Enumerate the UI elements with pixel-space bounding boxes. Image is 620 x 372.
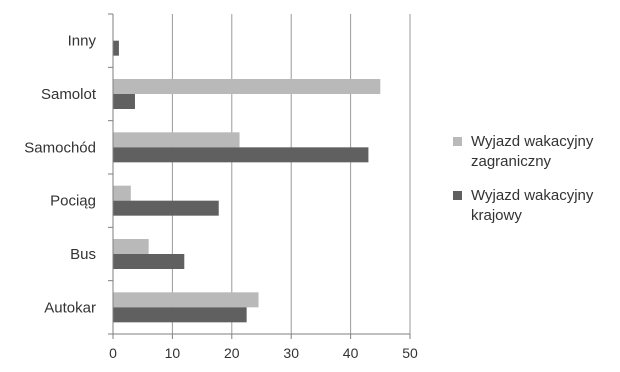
legend-swatch-domestic <box>453 191 462 200</box>
category-label: Inny <box>68 33 97 50</box>
legend-item-abroad: Wyjazd wakacyjny zagraniczny <box>453 132 620 172</box>
bar-domestic-1 <box>113 254 185 269</box>
bar-domestic-0 <box>113 307 247 323</box>
category-label: Samolot <box>41 86 97 103</box>
category-label: Bus <box>70 246 96 263</box>
category-label: Pociąg <box>50 193 96 210</box>
x-tick-label: 0 <box>109 345 117 361</box>
legend-label-abroad: Wyjazd wakacyjny zagraniczny <box>471 133 594 170</box>
category-label: Autokar <box>44 299 96 316</box>
x-tick-label: 20 <box>224 345 240 361</box>
axes <box>108 13 411 339</box>
x-tick-label: 30 <box>283 345 299 361</box>
legend: Wyjazd wakacyjny zagraniczny Wyjazd waka… <box>453 132 620 240</box>
bar-abroad-3 <box>113 132 240 148</box>
bar-abroad-1 <box>113 239 149 254</box>
legend-swatch-abroad <box>453 137 462 146</box>
bar-abroad-0 <box>113 292 259 308</box>
bar-domestic-5 <box>113 40 119 56</box>
x-tick-label: 10 <box>165 345 181 361</box>
bar-domestic-2 <box>113 200 219 216</box>
bar-domestic-4 <box>113 94 135 109</box>
gridlines <box>171 14 411 334</box>
x-tick-label: 50 <box>402 345 418 361</box>
bar-abroad-2 <box>113 185 131 201</box>
bar-abroad-4 <box>113 79 381 94</box>
legend-label-domestic: Wyjazd wakacyjny krajowy <box>471 187 594 224</box>
category-label: Samochód <box>24 139 96 156</box>
bar-domestic-3 <box>113 147 369 163</box>
x-tick-label: 40 <box>343 345 359 361</box>
legend-item-domestic: Wyjazd wakacyjny krajowy <box>453 186 620 226</box>
labels: 0 10 20 30 40 50 Autokar Bus Pociąg Samochód Samol… <box>24 33 418 361</box>
bars <box>113 40 381 323</box>
